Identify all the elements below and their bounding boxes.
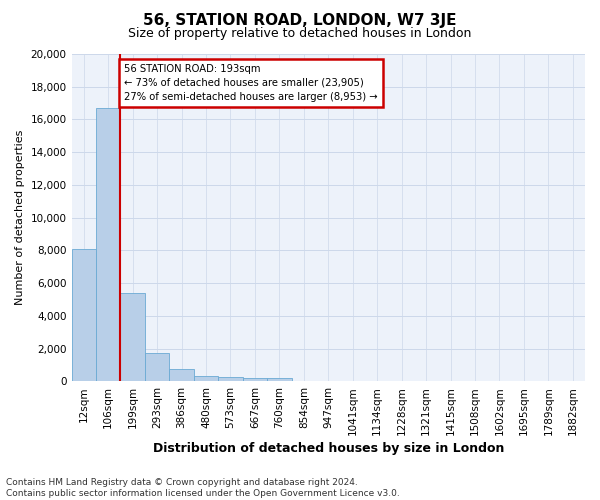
Bar [194, 376, 218, 382]
Bar [169, 369, 194, 382]
Bar [267, 378, 292, 382]
Text: 56, STATION ROAD, LONDON, W7 3JE: 56, STATION ROAD, LONDON, W7 3JE [143, 12, 457, 28]
Bar [242, 378, 267, 382]
Bar [96, 108, 121, 382]
Bar [121, 293, 145, 382]
Bar [218, 377, 242, 382]
Bar [71, 249, 96, 382]
Text: 56 STATION ROAD: 193sqm
← 73% of detached houses are smaller (23,905)
27% of sem: 56 STATION ROAD: 193sqm ← 73% of detache… [124, 64, 378, 102]
Bar [145, 353, 169, 382]
Text: Size of property relative to detached houses in London: Size of property relative to detached ho… [128, 28, 472, 40]
Y-axis label: Number of detached properties: Number of detached properties [15, 130, 25, 306]
Text: Contains HM Land Registry data © Crown copyright and database right 2024.
Contai: Contains HM Land Registry data © Crown c… [6, 478, 400, 498]
X-axis label: Distribution of detached houses by size in London: Distribution of detached houses by size … [152, 442, 504, 455]
